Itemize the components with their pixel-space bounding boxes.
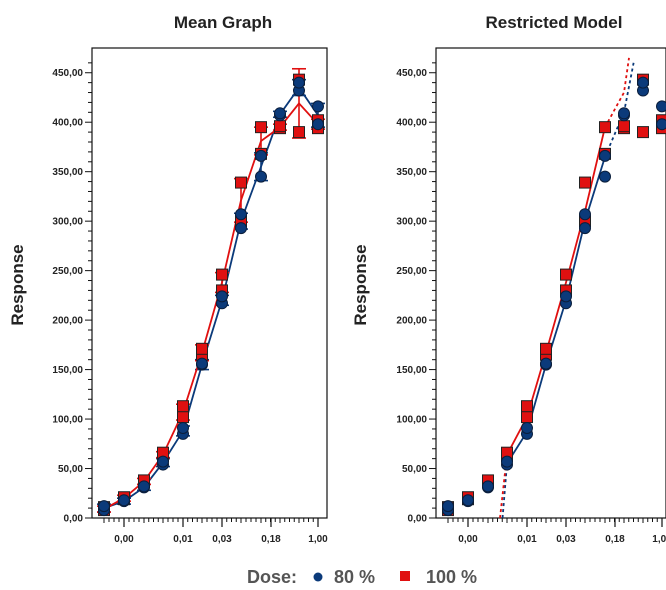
point-80 — [255, 170, 267, 183]
point-80 — [235, 208, 247, 221]
point-80 — [599, 149, 611, 162]
y-tick-label: 350,00 — [52, 167, 83, 178]
y-tick-label: 50,00 — [402, 464, 427, 475]
point-100 — [255, 121, 267, 134]
y-tick-label: 100,00 — [52, 415, 83, 426]
point-80 — [98, 500, 110, 513]
x-tick-label: 1,00 — [308, 534, 328, 545]
y-tick-label: 400,00 — [52, 118, 83, 129]
point-80 — [560, 290, 572, 303]
point-80 — [599, 170, 611, 183]
point-80 — [501, 455, 513, 468]
y-tick-label: 450,00 — [52, 68, 83, 79]
point-80 — [216, 290, 228, 303]
x-tick-label: 0,03 — [212, 534, 232, 545]
point-80 — [293, 76, 305, 89]
point-100 — [579, 176, 591, 189]
point-100 — [637, 126, 649, 139]
series-line-1 — [103, 102, 319, 510]
point-80 — [274, 107, 286, 120]
point-80 — [177, 421, 189, 434]
point-80 — [462, 494, 474, 507]
y-tick-label: 50,00 — [58, 464, 83, 475]
point-80 — [196, 357, 208, 370]
x-tick-label: 0,18 — [605, 534, 625, 545]
x-tick-label: 0,00 — [458, 534, 478, 545]
point-80 — [138, 480, 150, 493]
point-100 — [618, 120, 630, 133]
fit-extrapolation-1 — [499, 454, 508, 518]
point-80 — [656, 100, 666, 113]
point-100 — [177, 411, 189, 424]
point-100 — [196, 342, 208, 355]
point-100 — [274, 120, 286, 133]
x-tick-label: 0,00 — [114, 534, 134, 545]
x-tick-label: 0,03 — [556, 534, 576, 545]
plot-area — [97, 67, 325, 513]
point-100 — [235, 176, 247, 189]
point-80 — [442, 500, 454, 513]
point-80 — [118, 494, 130, 507]
y-tick-label: 300,00 — [52, 217, 83, 228]
point-100 — [177, 400, 189, 413]
point-80 — [235, 222, 247, 235]
y-tick-label: 0,00 — [64, 514, 84, 525]
plot-frame — [91, 47, 328, 519]
panel1-title: Mean Graph — [174, 13, 272, 32]
series-line-0 — [103, 86, 319, 509]
point-80 — [579, 222, 591, 235]
point-100 — [216, 268, 228, 281]
plot-frame — [435, 47, 666, 519]
legend-marker-100 — [400, 571, 410, 581]
y-tick-label: 0,00 — [408, 514, 428, 525]
legend-marker-80 — [313, 572, 323, 582]
point-80 — [482, 480, 494, 493]
point-80 — [637, 76, 649, 89]
point-80 — [255, 149, 267, 162]
y-tick-label: 250,00 — [52, 266, 83, 277]
panel-1: 0,00 50,00 100,00 150,00 200,00 250,00 300,00 3… — [52, 47, 328, 545]
x-tick-label: 0,18 — [261, 534, 281, 545]
point-100 — [521, 400, 533, 413]
point-80 — [521, 421, 533, 434]
point-80 — [312, 100, 324, 113]
point-80 — [579, 208, 591, 221]
y-tick-label: 450,00 — [396, 68, 427, 79]
point-80 — [312, 118, 324, 131]
y-tick-label: 300,00 — [396, 217, 427, 228]
x-tick-label: 0,01 — [173, 534, 193, 545]
point-100 — [293, 126, 305, 139]
panel-2: 0,00 50,00 100,00 150,00 200,00 250,00 300,00 3… — [396, 47, 666, 545]
panel2-y-axis-label: Response — [351, 244, 370, 325]
fit-extrapolation-1 — [604, 57, 630, 128]
point-100 — [540, 342, 552, 355]
panel2-title: Restricted Model — [486, 13, 623, 32]
y-tick-label: 150,00 — [396, 365, 427, 376]
point-80 — [157, 455, 169, 468]
y-tick-label: 100,00 — [396, 415, 427, 426]
legend-label-80: 80 % — [334, 567, 375, 587]
y-tick-label: 250,00 — [396, 266, 427, 277]
x-tick-label: 0,01 — [517, 534, 537, 545]
y-tick-label: 350,00 — [396, 167, 427, 178]
y-tick-label: 150,00 — [52, 365, 83, 376]
point-80 — [618, 107, 630, 120]
y-tick-label: 400,00 — [396, 118, 427, 129]
legend-title: Dose: — [247, 567, 297, 587]
point-100 — [560, 268, 572, 281]
fit-extrapolation-0 — [501, 463, 508, 518]
panel1-y-axis-label: Response — [8, 244, 27, 325]
y-tick-label: 200,00 — [396, 316, 427, 327]
y-tick-label: 200,00 — [52, 316, 83, 327]
point-80 — [656, 118, 666, 131]
legend-label-100: 100 % — [426, 567, 477, 587]
point-100 — [521, 411, 533, 424]
x-tick-label: 1,00 — [652, 534, 666, 545]
point-80 — [540, 357, 552, 370]
point-100 — [599, 121, 611, 134]
